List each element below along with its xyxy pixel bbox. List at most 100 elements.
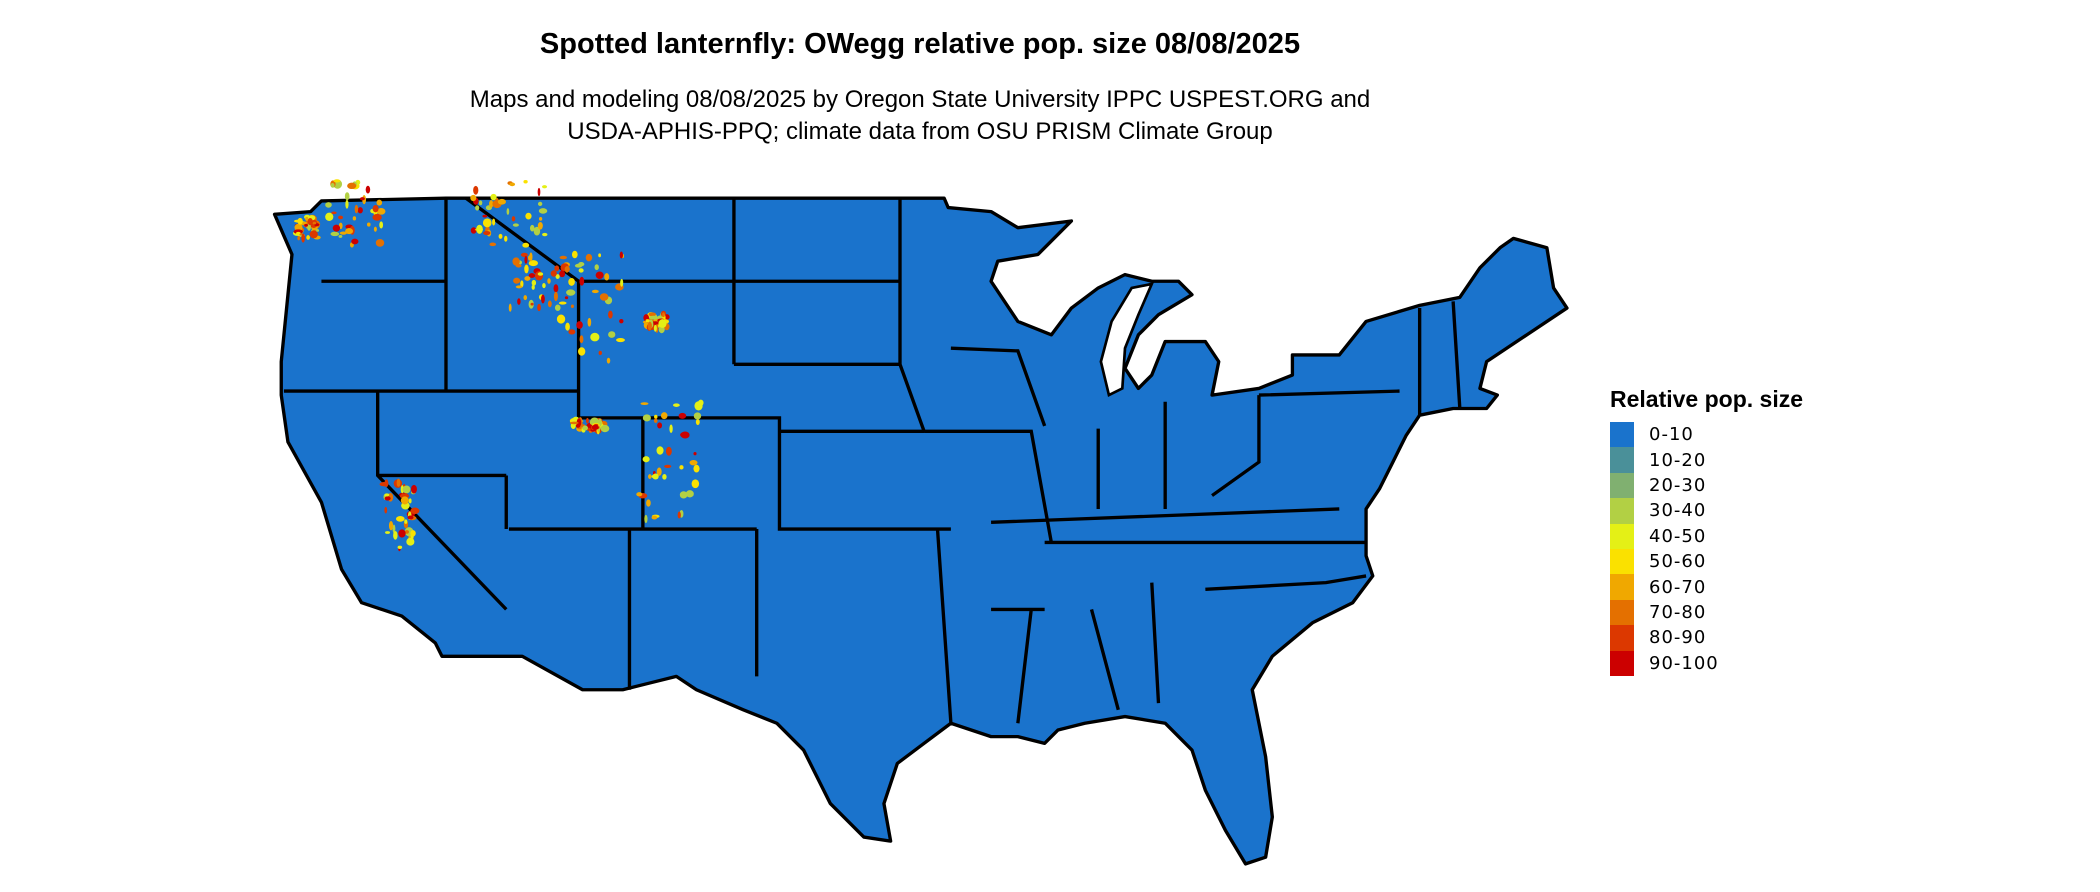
hotspot-cell [689, 459, 698, 466]
hotspot-cell [691, 479, 700, 489]
hotspot-cell [693, 412, 702, 420]
map-title: Spotted lanternfly: OWegg relative pop. … [539, 28, 1301, 60]
hotspot-cell [385, 531, 391, 534]
hotspot-cell [559, 255, 568, 260]
hotspot-cell [375, 239, 385, 247]
legend-item: 10-20 [1610, 447, 1803, 473]
legend-label: 0-10 [1649, 424, 1694, 446]
legend-label: 30-40 [1649, 500, 1707, 522]
hotspot-cell [506, 208, 510, 215]
hotspot-cell [537, 187, 541, 197]
hotspot-cell [656, 446, 664, 455]
hotspot-cell [608, 310, 613, 319]
hotspot-cell [653, 418, 658, 423]
hotspot-cell [522, 242, 530, 248]
hotspot-cell [408, 498, 412, 504]
hotspot-cell [693, 464, 700, 473]
hotspot-cell [395, 515, 405, 522]
hotspot-cell [554, 304, 561, 311]
hotspot-cell [511, 216, 516, 222]
hotspot-cell [524, 255, 528, 264]
hotspot-cell [679, 465, 684, 470]
map-subtitle-line-2: USDA-APHIS-PPQ; climate data from OSU PR… [567, 118, 1273, 145]
hotspot-cell [531, 279, 537, 286]
hotspot-cell [393, 530, 398, 540]
hotspot-cell [482, 218, 492, 228]
hotspot-cell [647, 321, 652, 331]
hotspot-cell [662, 312, 665, 318]
legend-swatch [1610, 447, 1634, 473]
hotspot-cell [528, 273, 536, 279]
hotspot-cell [608, 331, 616, 338]
hotspot-cell [344, 192, 350, 201]
hotspot-cell [665, 446, 672, 456]
hotspot-cell [542, 185, 548, 189]
hotspot-cell [515, 285, 523, 289]
hotspot-cell [570, 304, 574, 308]
hotspot-cell [693, 451, 697, 456]
hotspot-cell [384, 479, 389, 488]
hotspot-cell [325, 212, 334, 221]
hotspot-cell [529, 224, 535, 232]
hotspot-cell [658, 319, 667, 328]
hotspot-cell [553, 291, 558, 302]
hotspot-cell [598, 253, 602, 258]
hotspot-cell [537, 303, 541, 312]
legend-item: 0-10 [1610, 422, 1803, 448]
hotspot-cell [396, 478, 401, 487]
hotspot-cell [338, 215, 344, 220]
hotspot-cell [410, 530, 416, 537]
hotspot-cell [677, 511, 681, 519]
hotspot-cell [619, 251, 624, 259]
hotspot-cell [297, 235, 301, 241]
legend-label: 90-100 [1649, 652, 1719, 674]
hotspot-cell [404, 530, 409, 534]
legend-swatch [1610, 599, 1634, 626]
hotspot-cell [520, 280, 524, 288]
hotspot-cell [339, 231, 347, 235]
hotspot-cell [575, 423, 581, 428]
hotspot-cell [569, 421, 579, 425]
hotspot-cell [512, 257, 520, 266]
hotspot-cell [357, 207, 363, 214]
legend-swatch [1610, 422, 1634, 448]
legend-item: 50-60 [1610, 548, 1803, 575]
hotspot-cell [523, 295, 528, 301]
hotspot-cell [664, 464, 672, 469]
legend-label: 10-20 [1649, 449, 1707, 471]
hotspot-cell [294, 223, 303, 232]
hotspot-cell [384, 493, 390, 497]
hotspot-cell [309, 230, 318, 239]
hotspot-cell [644, 514, 648, 524]
legend-label: 60-70 [1649, 576, 1707, 598]
map-subtitle-line-1: Maps and modeling 08/08/2025 by Oregon S… [469, 86, 1371, 113]
legend-item: 40-50 [1610, 523, 1803, 549]
hotspot-cell [541, 294, 545, 304]
hotspot-cell [376, 208, 386, 215]
hotspot-cell [636, 492, 643, 497]
hotspot-cell [564, 296, 569, 300]
hotspot-cell [470, 194, 477, 202]
hotspot-cell [400, 496, 409, 505]
hotspot-cell [406, 537, 415, 546]
hotspot-cell [600, 424, 610, 433]
legend-title: Relative pop. size [1610, 386, 1804, 412]
hotspot-cell [376, 199, 383, 206]
hotspot-cell [512, 223, 519, 227]
legend-label: 80-90 [1649, 627, 1707, 649]
hotspot-cell [372, 213, 382, 221]
hotspot-cell [365, 185, 371, 194]
hotspot-cell [579, 276, 585, 286]
hotspot-cell [651, 515, 658, 520]
hotspot-cell [568, 277, 575, 286]
hotspot-cell [616, 337, 625, 343]
hotspot-cell [325, 202, 332, 208]
hotspot-cell [306, 235, 310, 240]
hotspot-cell [316, 229, 320, 232]
hotspot-cell [695, 418, 700, 426]
hotspot-cell [498, 233, 503, 239]
hotspot-cell [653, 324, 657, 332]
hotspot-cell [595, 271, 604, 280]
hotspot-cell [366, 222, 371, 227]
hotspot-cell [372, 204, 379, 213]
